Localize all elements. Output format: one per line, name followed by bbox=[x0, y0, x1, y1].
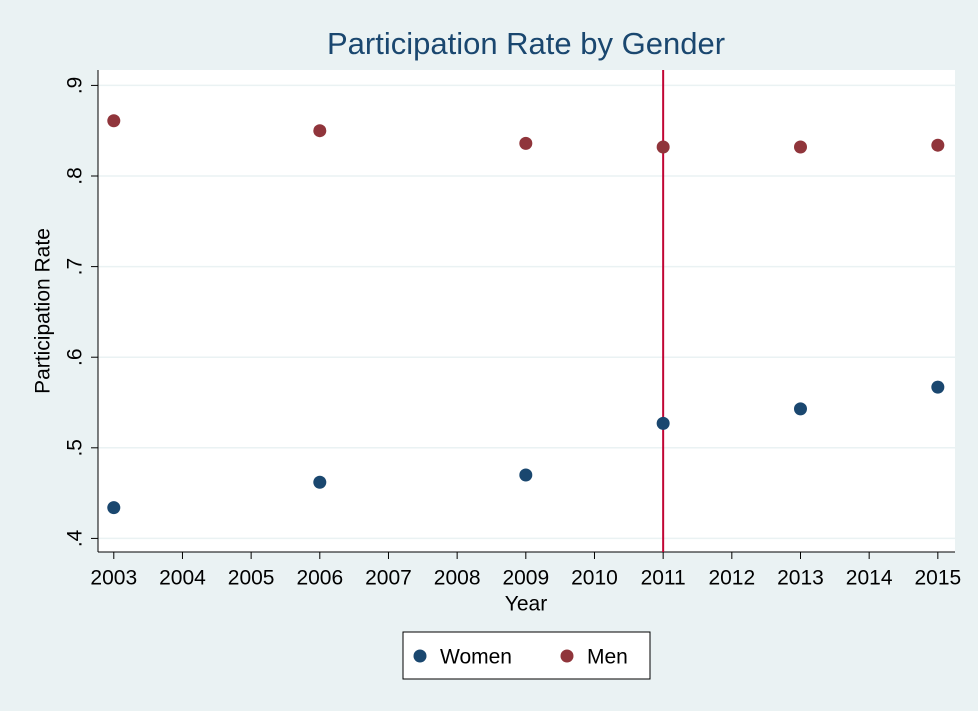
point bbox=[656, 416, 670, 430]
y-tick-label: .9 bbox=[64, 77, 87, 95]
point bbox=[107, 501, 121, 515]
legend bbox=[402, 631, 651, 680]
point bbox=[519, 468, 533, 482]
point bbox=[107, 114, 121, 128]
point bbox=[931, 380, 945, 394]
y-tick-label: .6 bbox=[64, 348, 87, 366]
y-axis-title: Participation Rate bbox=[32, 228, 55, 394]
y-tick-label: .8 bbox=[64, 167, 87, 185]
x-tick-label: 2015 bbox=[914, 567, 961, 590]
chart-title: Participation Rate by Gender bbox=[327, 26, 725, 61]
x-tick-label: 2013 bbox=[777, 567, 824, 590]
x-tick-label: 2012 bbox=[708, 567, 755, 590]
x-tick-label: 2014 bbox=[846, 567, 893, 590]
legend-marker bbox=[413, 649, 427, 663]
x-tick-label: 2004 bbox=[159, 567, 206, 590]
x-axis-title: Year bbox=[505, 593, 547, 616]
legend-label: Women bbox=[440, 646, 512, 669]
legend-marker bbox=[560, 649, 574, 663]
x-tick-label: 2008 bbox=[434, 567, 481, 590]
x-tick-label: 2006 bbox=[296, 567, 343, 590]
x-tick-label: 2011 bbox=[641, 567, 686, 590]
x-tick-label: 2005 bbox=[228, 567, 275, 590]
point bbox=[519, 136, 533, 150]
y-tick-label: .5 bbox=[64, 439, 87, 457]
x-tick-label: 2007 bbox=[365, 567, 412, 590]
legend-label: Men bbox=[587, 646, 628, 669]
point bbox=[793, 140, 807, 154]
x-tick-label: 2010 bbox=[571, 567, 618, 590]
point bbox=[313, 475, 327, 489]
x-tick-label: 2003 bbox=[90, 567, 137, 590]
x-tick-label: 2009 bbox=[502, 567, 549, 590]
point bbox=[313, 124, 327, 138]
point bbox=[793, 402, 807, 416]
point bbox=[656, 140, 670, 154]
point bbox=[931, 138, 945, 152]
y-tick-label: .7 bbox=[64, 258, 87, 276]
y-tick-label: .4 bbox=[64, 529, 87, 547]
